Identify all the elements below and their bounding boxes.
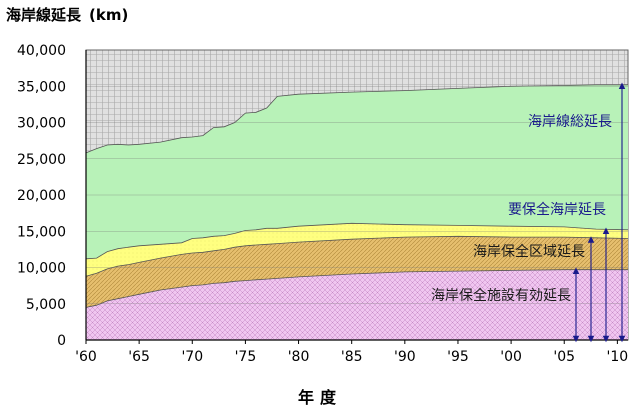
series-label-2: 要保全海岸延長 (508, 201, 606, 218)
x-tick-label: '80 (288, 349, 310, 365)
y-tick-label: 35,000 (17, 79, 66, 95)
x-axis-title: 年度 (297, 388, 342, 407)
series-label-1: 海岸線総延長 (528, 114, 612, 130)
x-tick-label: '75 (235, 349, 257, 365)
y-tick-label: 0 (57, 333, 66, 349)
x-tick-label: '90 (394, 349, 416, 365)
y-tick-label: 20,000 (17, 188, 66, 204)
y-tick-label: 10,000 (17, 261, 66, 277)
x-tick-label: '95 (447, 349, 469, 365)
series-label-3: 海岸保全区域延長 (473, 243, 585, 260)
y-tick-label: 30,000 (17, 116, 66, 132)
chart-unit: (km) (89, 6, 129, 24)
y-tick-label: 40,000 (17, 43, 66, 59)
x-tick-label: '00 (500, 349, 522, 365)
x-tick-label: '10 (607, 349, 629, 365)
y-tick-label: 25,000 (17, 152, 66, 168)
line-series-2 (85, 222, 629, 260)
area-series-4 (86, 269, 628, 340)
chart-title: 海岸線延長 (km) (6, 4, 128, 25)
x-tick-label: '05 (553, 349, 575, 365)
x-tick-label: '65 (128, 349, 150, 365)
series-label-4: 海岸保全施設有効延長 (431, 287, 571, 304)
x-tick-label: '85 (341, 349, 363, 365)
x-tick-label: '60 (75, 349, 97, 365)
y-tick-label: 5,000 (26, 297, 66, 313)
y-tick-label: 15,000 (17, 224, 66, 240)
line-series-3 (85, 235, 629, 277)
line-series-4 (85, 269, 628, 308)
chart-title-text: 海岸線延長 (6, 6, 82, 24)
x-tick-label: '70 (181, 349, 203, 365)
